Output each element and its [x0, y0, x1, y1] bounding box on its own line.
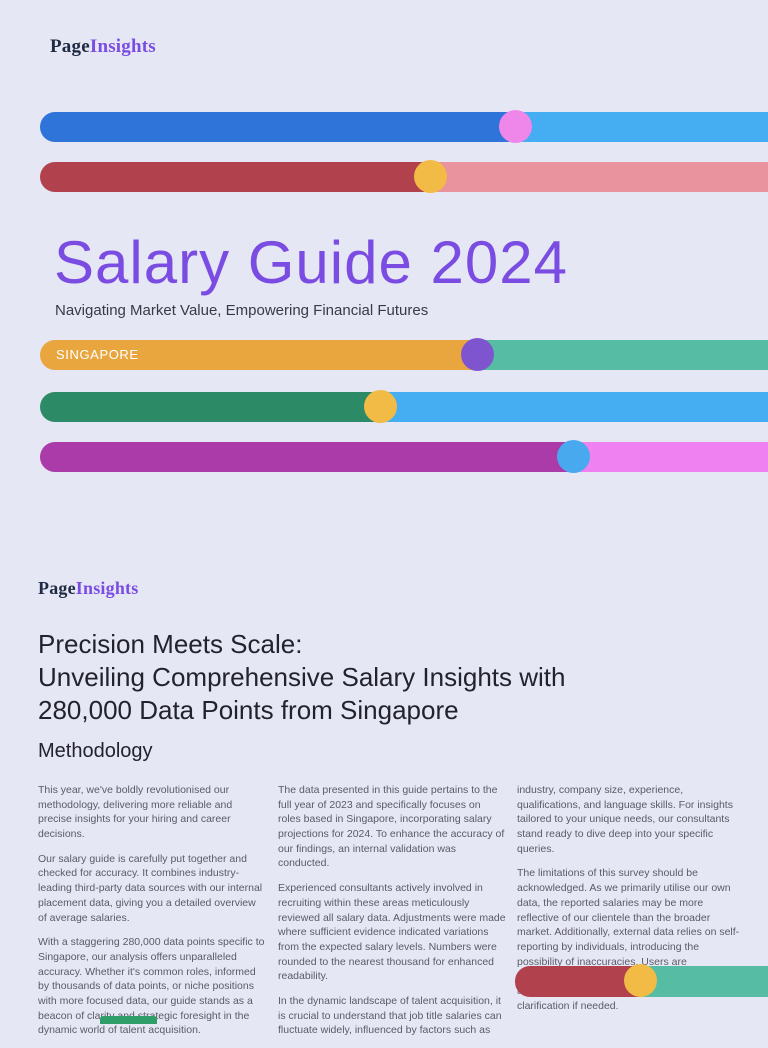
brand-logo-word1: Page [50, 36, 90, 57]
decor-bar-green [40, 390, 768, 423]
cover-title: Salary Guide 2024 [54, 229, 568, 296]
bar-segment-right [515, 112, 768, 142]
pink-dot [499, 110, 532, 143]
brand-logo-word1: Page [38, 578, 76, 598]
decor-bar-blue [40, 110, 768, 143]
section-subheading: Methodology [38, 740, 153, 762]
decor-bar-bottom [515, 964, 768, 997]
bar-segment-left [515, 966, 640, 997]
paragraph: Experienced consultants actively involve… [278, 882, 506, 983]
bar-segment-right [477, 340, 768, 370]
methodology-column-3: industry, company size, experience, qual… [517, 783, 745, 1023]
brand-logo-word2: Insights [89, 36, 156, 57]
paragraph: Our salary guide is carefully put togeth… [38, 852, 263, 924]
bar-segment-right [573, 442, 768, 472]
bar-segment-right [640, 966, 768, 997]
paragraph: The data presented in this guide pertain… [278, 784, 505, 870]
blue-dot [557, 440, 590, 473]
methodology-column-2: The data presented in this guide pertain… [278, 783, 506, 1048]
bar-segment-right [380, 392, 768, 422]
decor-bar-magenta [40, 440, 768, 473]
section-heading-line3: 280,000 Data Points from Singapore [38, 695, 459, 725]
methodology-column-1: This year, we've boldly revolutionised o… [38, 783, 266, 1048]
decor-strip-green [100, 1016, 157, 1024]
bar-segment-right [430, 162, 768, 192]
bar-segment-left: SINGAPORE [40, 340, 477, 370]
bar-segment-left [40, 392, 380, 422]
section-heading: Precision Meets Scale: Unveiling Compreh… [38, 628, 565, 727]
brand-logo-word2: Insights [75, 578, 139, 598]
bar-segment-left [40, 162, 430, 192]
paragraph: In the dynamic landscape of talent acqui… [278, 994, 502, 1037]
section-heading-line1: Precision Meets Scale: [38, 629, 303, 659]
paragraph: This year, we've boldly revolutionised o… [38, 784, 233, 841]
paragraph: industry, company size, experience, qual… [517, 784, 733, 855]
region-label: SINGAPORE [56, 347, 139, 362]
cover-subtitle: Navigating Market Value, Empowering Fina… [55, 302, 429, 319]
bar-segment-left [40, 442, 573, 472]
bar-segment-left [40, 112, 515, 142]
yellow-dot [624, 964, 657, 997]
yellow-dot [364, 390, 397, 423]
purple-dot [461, 338, 494, 371]
decor-bar-maroon [40, 160, 768, 193]
section-heading-line2: Unveiling Comprehensive Salary Insights … [38, 662, 566, 692]
brand-logo: PageInsights [38, 578, 138, 599]
yellow-dot [414, 160, 447, 193]
brand-logo: PageInsights [50, 36, 156, 58]
decor-bar-singapore: SINGAPORE [40, 338, 768, 371]
